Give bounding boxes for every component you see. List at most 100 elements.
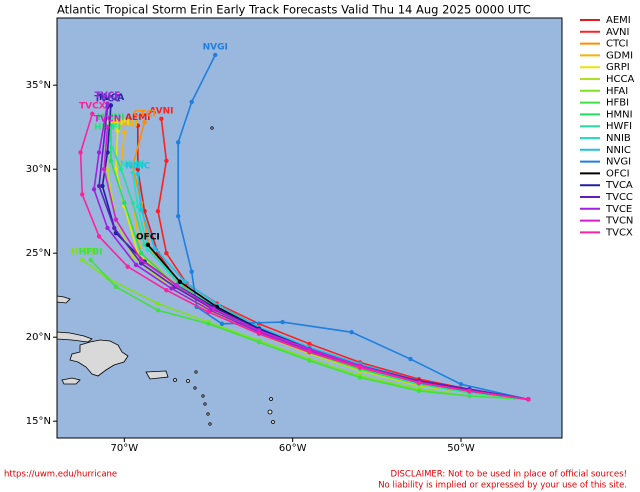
legend-label: TVCN [605,216,633,227]
track-label: TVCE [95,91,121,101]
x-tick-label: 60°W [279,443,307,454]
track-point [174,282,179,288]
track-point [100,183,105,189]
track-point [133,262,139,268]
track-point [122,200,127,205]
track-point [416,388,422,394]
track-point [113,217,119,222]
track-point [130,170,135,175]
chart-title: Atlantic Tropical Storm Erin Early Track… [57,3,531,17]
track-point [80,257,85,263]
track-point [145,242,151,247]
track-label: AVNI [149,106,173,116]
track-point [256,328,262,333]
track-label: GDMI [111,120,138,130]
track-label: GRPI [105,118,129,128]
track-line [81,259,529,401]
track-point [80,192,85,197]
track-point [164,158,169,163]
track-point [145,247,151,253]
track-point [108,158,114,163]
track-label: HMNI [97,113,124,123]
disclaimer: No liability is implied or expressed by … [378,481,627,491]
track-point [130,200,135,205]
track-point [90,111,95,116]
track-point [458,382,464,387]
track-point [206,321,211,326]
track-point [105,125,110,130]
track-point [189,99,194,105]
legend-label: TVCC [605,192,633,203]
track-point [138,251,144,256]
track-point [142,119,147,125]
legend-label: NVGI [606,157,631,168]
track-point [125,264,130,269]
legend-label: AVNI [606,27,629,38]
track-line [177,54,529,401]
track-point [113,167,119,172]
track-point [96,183,102,189]
legend-label: GDMI [606,50,633,61]
legend-label: CTCI [606,39,628,50]
track-point [135,167,140,172]
track-point [176,140,181,145]
track-point [78,150,83,155]
legend-label: HWFI [606,121,632,132]
track-point [177,279,183,284]
track-point [122,130,127,135]
track-point [206,309,211,315]
track-point [138,207,144,212]
track-point [142,242,147,247]
track-point [349,329,354,335]
track-point [164,287,169,293]
track-point [91,187,97,192]
track-point [189,269,194,274]
track-label: TVCX [79,101,106,111]
track-point [155,301,161,306]
track-label: NNIB [120,160,145,170]
track-label: NVGI [203,42,228,52]
track-point [155,209,161,214]
track-point [467,388,472,394]
legend-label: NNIC [606,145,631,156]
legend-label: GRPI [606,62,630,73]
track-line [90,259,529,401]
track-point [118,167,124,172]
legend-label: AEMI [606,15,631,26]
track-point [307,346,312,352]
y-tick-label: 20°N [26,332,51,343]
track-label: TVCA [98,93,125,103]
track-point [219,321,225,326]
legend-label: OFCI [606,168,630,179]
track-point [176,214,181,219]
y-tick-label: 35°N [26,80,51,91]
track-point [88,257,93,263]
x-tick-label: 50°W [447,443,475,454]
track-point [108,103,114,108]
legend-label: HMNI [606,109,633,120]
legend-label: TVCA [605,180,633,191]
track-label: NNIC [125,162,150,172]
track-point [256,331,262,337]
track-point [357,365,363,370]
x-tick-label: 70°W [111,443,139,454]
track-point [105,101,110,106]
track-point [416,380,422,385]
track-point [105,167,110,172]
legend-label: TVCE [605,204,632,215]
legend-label: TVCX [605,227,633,238]
land [57,126,275,426]
legend-label: NNIB [606,133,631,144]
track-point [135,172,140,177]
track-point [280,319,285,325]
y-tick-label: 15°N [26,416,51,427]
track-point [152,245,157,251]
track-point [113,284,119,289]
track-line [157,118,529,401]
track-point [307,341,312,347]
track-point [182,279,188,284]
track-point [467,393,472,399]
track-point [138,257,144,263]
track-point [130,163,135,169]
